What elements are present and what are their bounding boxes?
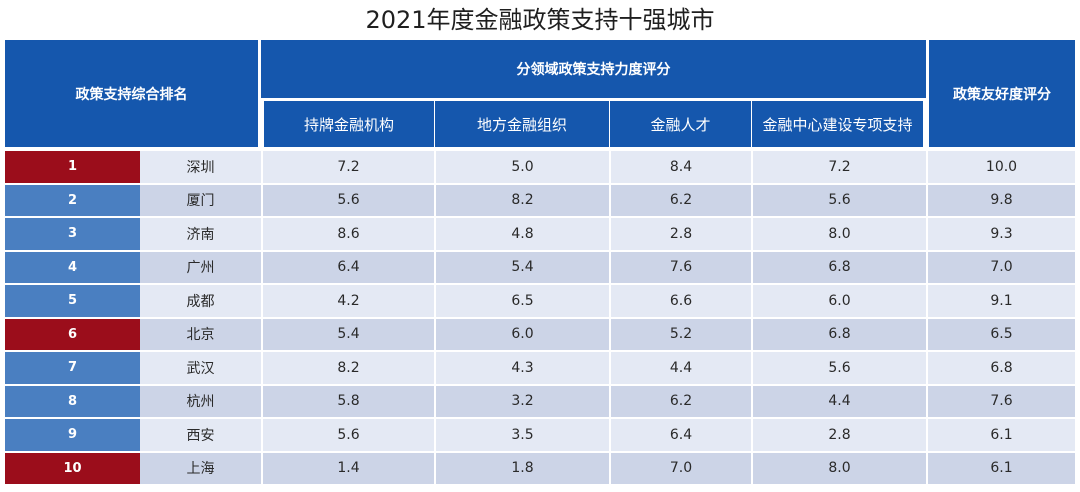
- header-subscore-2: 地方金融组织: [434, 98, 609, 147]
- header-row-sub: 持牌金融机构 地方金融组织 金融人才 金融中心建设专项支持: [5, 98, 1075, 147]
- table-row: 10 上海 1.4 1.8 7.0 8.0 6.1: [5, 452, 1075, 486]
- friendliness-cell: 9.3: [926, 218, 1075, 252]
- score-cell-3: 7.0: [609, 452, 751, 486]
- city-cell: 上海: [140, 452, 261, 486]
- table-body: 1 深圳 7.2 5.0 8.4 7.2 10.0 2 厦门 5.6 8.2 6.2 5.6 9.8 3 济南…: [5, 151, 1075, 486]
- ranking-table: 政策支持综合排名 分领域政策支持力度评分 政策友好度评分 持牌金融机构 地方金融…: [5, 40, 1075, 486]
- score-cell-1: 5.8: [261, 385, 434, 419]
- header-row-top: 政策支持综合排名 分领域政策支持力度评分 政策友好度评分: [5, 40, 1075, 147]
- header-rank-group: 政策支持综合排名: [5, 40, 261, 147]
- score-cell-1: 6.4: [261, 251, 434, 285]
- score-cell-1: 1.4: [261, 452, 434, 486]
- score-cell-3: 6.6: [609, 285, 751, 319]
- score-cell-3: 6.4: [609, 419, 751, 453]
- score-cell-1: 5.6: [261, 419, 434, 453]
- table-row: 5 成都 4.2 6.5 6.6 6.0 9.1: [5, 285, 1075, 319]
- score-cell-2: 5.4: [434, 251, 609, 285]
- table-row: 6 北京 5.4 6.0 5.2 6.8 6.5: [5, 318, 1075, 352]
- friendliness-cell: 9.8: [926, 184, 1075, 218]
- table-row: 8 杭州 5.8 3.2 6.2 4.4 7.6: [5, 385, 1075, 419]
- table-row: 2 厦门 5.6 8.2 6.2 5.6 9.8: [5, 184, 1075, 218]
- friendliness-cell: 7.0: [926, 251, 1075, 285]
- header-subscore-3: 金融人才: [609, 98, 751, 147]
- score-cell-2: 3.5: [434, 419, 609, 453]
- score-cell-2: 1.8: [434, 452, 609, 486]
- score-cell-2: 6.5: [434, 285, 609, 319]
- score-cell-2: 4.8: [434, 218, 609, 252]
- score-cell-4: 7.2: [751, 151, 926, 185]
- rank-cell: 4: [5, 251, 140, 285]
- score-cell-1: 8.6: [261, 218, 434, 252]
- rank-cell: 5: [5, 285, 140, 319]
- city-cell: 北京: [140, 318, 261, 352]
- city-cell: 武汉: [140, 352, 261, 386]
- rank-cell: 10: [5, 452, 140, 486]
- score-cell-4: 5.6: [751, 352, 926, 386]
- header-subscore-1: 持牌金融机构: [261, 98, 434, 147]
- rank-cell: 9: [5, 419, 140, 453]
- score-cell-3: 6.2: [609, 184, 751, 218]
- score-cell-4: 5.6: [751, 184, 926, 218]
- rank-cell: 1: [5, 151, 140, 185]
- city-cell: 杭州: [140, 385, 261, 419]
- score-cell-4: 6.8: [751, 251, 926, 285]
- city-cell: 广州: [140, 251, 261, 285]
- score-cell-4: 2.8: [751, 419, 926, 453]
- score-cell-1: 4.2: [261, 285, 434, 319]
- score-cell-3: 2.8: [609, 218, 751, 252]
- score-cell-4: 4.4: [751, 385, 926, 419]
- score-cell-3: 8.4: [609, 151, 751, 185]
- table-row: 9 西安 5.6 3.5 6.4 2.8 6.1: [5, 419, 1075, 453]
- friendliness-cell: 6.1: [926, 419, 1075, 453]
- header-subscore-group: 分领域政策支持力度评分: [261, 40, 926, 98]
- table-row: 4 广州 6.4 5.4 7.6 6.8 7.0: [5, 251, 1075, 285]
- score-cell-2: 5.0: [434, 151, 609, 185]
- city-cell: 深圳: [140, 151, 261, 185]
- friendliness-cell: 6.5: [926, 318, 1075, 352]
- score-cell-1: 5.6: [261, 184, 434, 218]
- score-cell-3: 6.2: [609, 385, 751, 419]
- friendliness-cell: 6.1: [926, 452, 1075, 486]
- friendliness-cell: 6.8: [926, 352, 1075, 386]
- friendliness-cell: 7.6: [926, 385, 1075, 419]
- friendliness-cell: 10.0: [926, 151, 1075, 185]
- city-cell: 成都: [140, 285, 261, 319]
- table-row: 1 深圳 7.2 5.0 8.4 7.2 10.0: [5, 151, 1075, 185]
- city-cell: 济南: [140, 218, 261, 252]
- rank-cell: 2: [5, 184, 140, 218]
- header-subscore-4: 金融中心建设专项支持: [751, 98, 926, 147]
- score-cell-2: 4.3: [434, 352, 609, 386]
- chart-title: 2021年度金融政策支持十强城市: [365, 6, 715, 34]
- rank-cell: 7: [5, 352, 140, 386]
- rank-cell: 8: [5, 385, 140, 419]
- city-cell: 西安: [140, 419, 261, 453]
- score-cell-4: 6.8: [751, 318, 926, 352]
- score-cell-4: 6.0: [751, 285, 926, 319]
- score-cell-1: 5.4: [261, 318, 434, 352]
- score-cell-2: 8.2: [434, 184, 609, 218]
- score-cell-2: 6.0: [434, 318, 609, 352]
- friendliness-cell: 9.1: [926, 285, 1075, 319]
- score-cell-1: 7.2: [261, 151, 434, 185]
- header-friendliness: 政策友好度评分: [926, 40, 1075, 147]
- score-cell-4: 8.0: [751, 452, 926, 486]
- score-cell-3: 7.6: [609, 251, 751, 285]
- score-cell-3: 4.4: [609, 352, 751, 386]
- score-cell-2: 3.2: [434, 385, 609, 419]
- city-cell: 厦门: [140, 184, 261, 218]
- score-cell-4: 8.0: [751, 218, 926, 252]
- rank-cell: 3: [5, 218, 140, 252]
- table-row: 3 济南 8.6 4.8 2.8 8.0 9.3: [5, 218, 1075, 252]
- score-cell-3: 5.2: [609, 318, 751, 352]
- rank-cell: 6: [5, 318, 140, 352]
- score-cell-1: 8.2: [261, 352, 434, 386]
- table-row: 7 武汉 8.2 4.3 4.4 5.6 6.8: [5, 352, 1075, 386]
